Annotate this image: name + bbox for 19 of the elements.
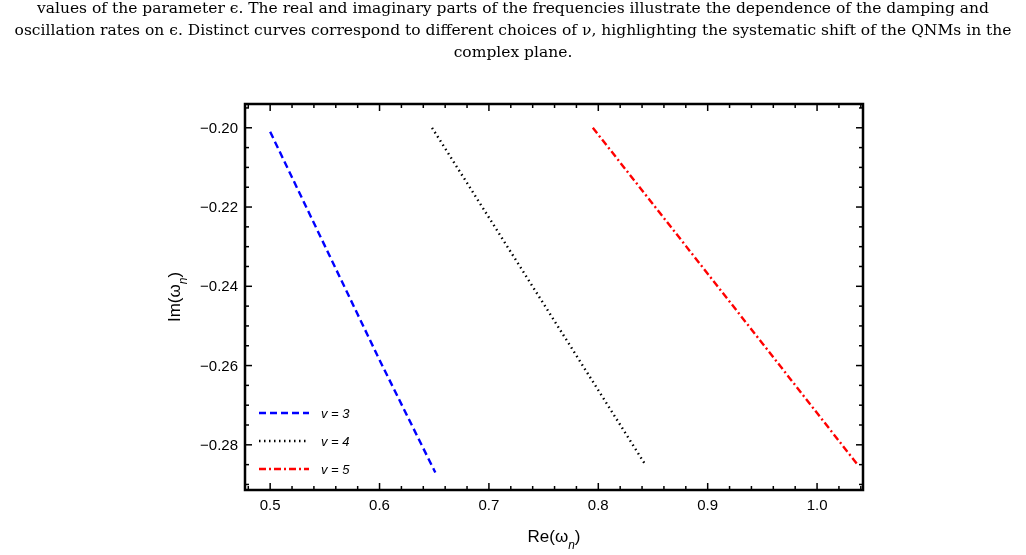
y-tick-label: −0.20 — [200, 118, 238, 136]
x-tick-label: 0.7 — [478, 496, 500, 513]
x-tick-label: 0.5 — [259, 496, 281, 513]
x-tick-label: 0.9 — [697, 496, 719, 513]
y-tick-label: −0.22 — [200, 198, 238, 216]
y-tick-label: −0.28 — [200, 435, 238, 453]
y-tick-label: −0.24 — [200, 277, 238, 295]
x-tick-label: 1.0 — [806, 496, 828, 513]
text: values of the parameter ϵ. The real and imaginary parts of the frequencies illustrate the dependence of the damping and oscillation rates on ϵ. Distinct curves correspond to different choices of ν, highlighting the systematic shift of the QNMs in the complex plane. — [13, 0, 1013, 63]
legend-label: v = 5 — [321, 462, 351, 477]
x-tick-label: 0.8 — [587, 496, 609, 513]
legend-label: v = 3 — [321, 406, 351, 421]
x-tick-label: 0.6 — [369, 496, 390, 513]
x-axis-title: Re(ω$_{n}$) — [527, 527, 581, 552]
y-tick-label: −0.26 — [200, 356, 238, 374]
line-series — [268, 130, 437, 474]
legend-label: v = 4 — [321, 434, 350, 449]
line-series — [430, 126, 647, 466]
line-series — [591, 126, 859, 466]
